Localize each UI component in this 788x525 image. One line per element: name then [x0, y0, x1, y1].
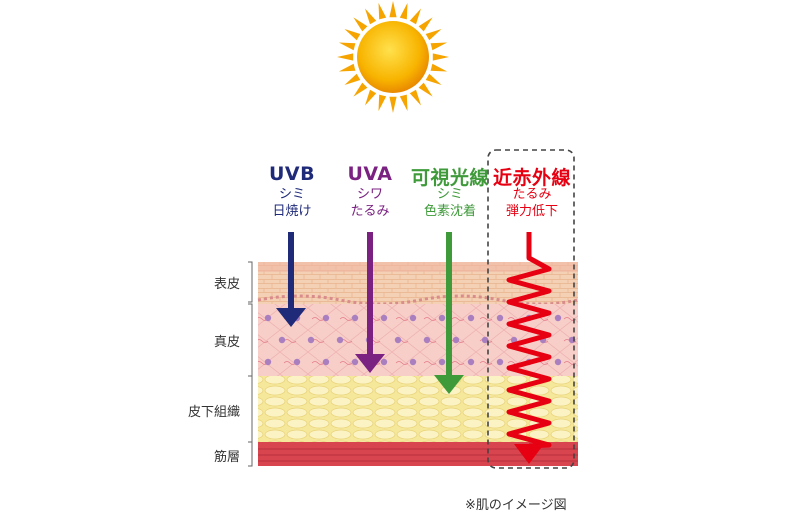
ray-effect: 弾力低下: [505, 204, 558, 219]
sun-ray: [378, 2, 387, 20]
dermis-cell: [467, 314, 475, 322]
sun-ray: [389, 96, 397, 113]
sun-ray: [430, 42, 448, 51]
sun-ray: [389, 1, 397, 18]
sun-ray: [432, 53, 449, 61]
layer-label-epidermis: 表皮: [213, 277, 240, 292]
ray-effects-uvb: シミ 日焼け: [252, 186, 332, 220]
dermis-cell: [307, 336, 315, 344]
bracket-subcutaneous: [248, 375, 253, 443]
dermis-cell: [452, 336, 460, 344]
ray-effect: シミ: [278, 187, 305, 202]
dermis-cell: [322, 358, 330, 366]
sun-ray: [365, 89, 377, 106]
bracket-dermis: [248, 303, 253, 377]
ray-effects-uva: シワ たるみ: [330, 186, 410, 220]
dermis-cell: [496, 358, 504, 366]
ray-title-uvb: UVB: [268, 163, 316, 185]
dermis-cell: [322, 314, 330, 322]
dermis-cell: [380, 358, 388, 366]
dermis-cell: [394, 336, 402, 344]
dermis-cell: [481, 336, 489, 344]
dermis-cell: [467, 358, 475, 366]
sun-ray: [425, 29, 442, 41]
ray-title-near-infrared: 近赤外線: [492, 167, 571, 189]
uva-arrow: [355, 232, 385, 373]
bracket-muscle: [248, 441, 253, 467]
sun-ray: [409, 8, 421, 25]
layer-label-dermis: 真皮: [213, 335, 240, 350]
sun-ray: [338, 42, 356, 51]
sun-ray: [338, 63, 356, 72]
ray-effect: 色素沈着: [423, 204, 476, 219]
sun-ray: [365, 8, 377, 25]
dermis-cell: [554, 358, 562, 366]
sun-ray: [430, 63, 448, 72]
sun-ray: [418, 17, 433, 32]
basal-cell-row: [257, 294, 579, 306]
sun-ray: [353, 82, 368, 97]
sun-ray: [399, 94, 408, 112]
ray-effects-near-infrared: たるみ 弾力低下: [492, 186, 572, 220]
ray-effects-visible-light: シミ 色素沈着: [410, 186, 490, 220]
image-note: ※肌のイメージ図: [465, 498, 567, 513]
ray-effect: シワ: [356, 187, 383, 202]
dermis-cell: [264, 358, 272, 366]
sun-icon: [337, 1, 449, 113]
dermis-cell: [336, 336, 344, 344]
sun-ray: [409, 89, 421, 106]
ray-effect: シミ: [436, 187, 463, 202]
dermis-cell: [423, 336, 431, 344]
sun-ray: [399, 2, 408, 20]
dermis-cell: [409, 358, 417, 366]
dermis-cell: [438, 314, 446, 322]
ray-title-visible-light: 可視光線: [410, 167, 489, 189]
uvb-arrow: [276, 232, 306, 327]
ray-title-uva: UVA: [347, 163, 393, 185]
dermis-cell: [351, 314, 359, 322]
bracket-epidermis: [248, 261, 253, 303]
ray-effect: たるみ: [350, 204, 390, 219]
sun-ray: [337, 53, 354, 61]
near-infrared-arrow: [506, 232, 552, 464]
sun-ray: [344, 73, 361, 85]
near-infrared-highlight-box: [487, 149, 575, 469]
dermis-cell: [554, 314, 562, 322]
sun-ray: [344, 29, 361, 41]
sun-ray: [378, 94, 387, 112]
dermis-cell: [293, 358, 301, 366]
layer-label-muscle: 筋層: [213, 450, 240, 465]
sun-ray: [353, 17, 368, 32]
ray-effect: 日焼け: [272, 204, 312, 219]
sun-ray: [425, 73, 442, 85]
dermis-cell: [351, 358, 359, 366]
sun-ray: [418, 82, 433, 97]
dermis-cell: [278, 336, 286, 344]
dermis-cell: [496, 314, 504, 322]
ray-effect: たるみ: [512, 187, 552, 202]
dermis-cell: [380, 314, 388, 322]
dermis-cell: [409, 314, 417, 322]
dermis-cell: [264, 314, 272, 322]
dermis-cell: [438, 358, 446, 366]
layer-label-subcutaneous: 皮下組織: [187, 405, 240, 420]
visible-light-arrow: [434, 232, 464, 394]
